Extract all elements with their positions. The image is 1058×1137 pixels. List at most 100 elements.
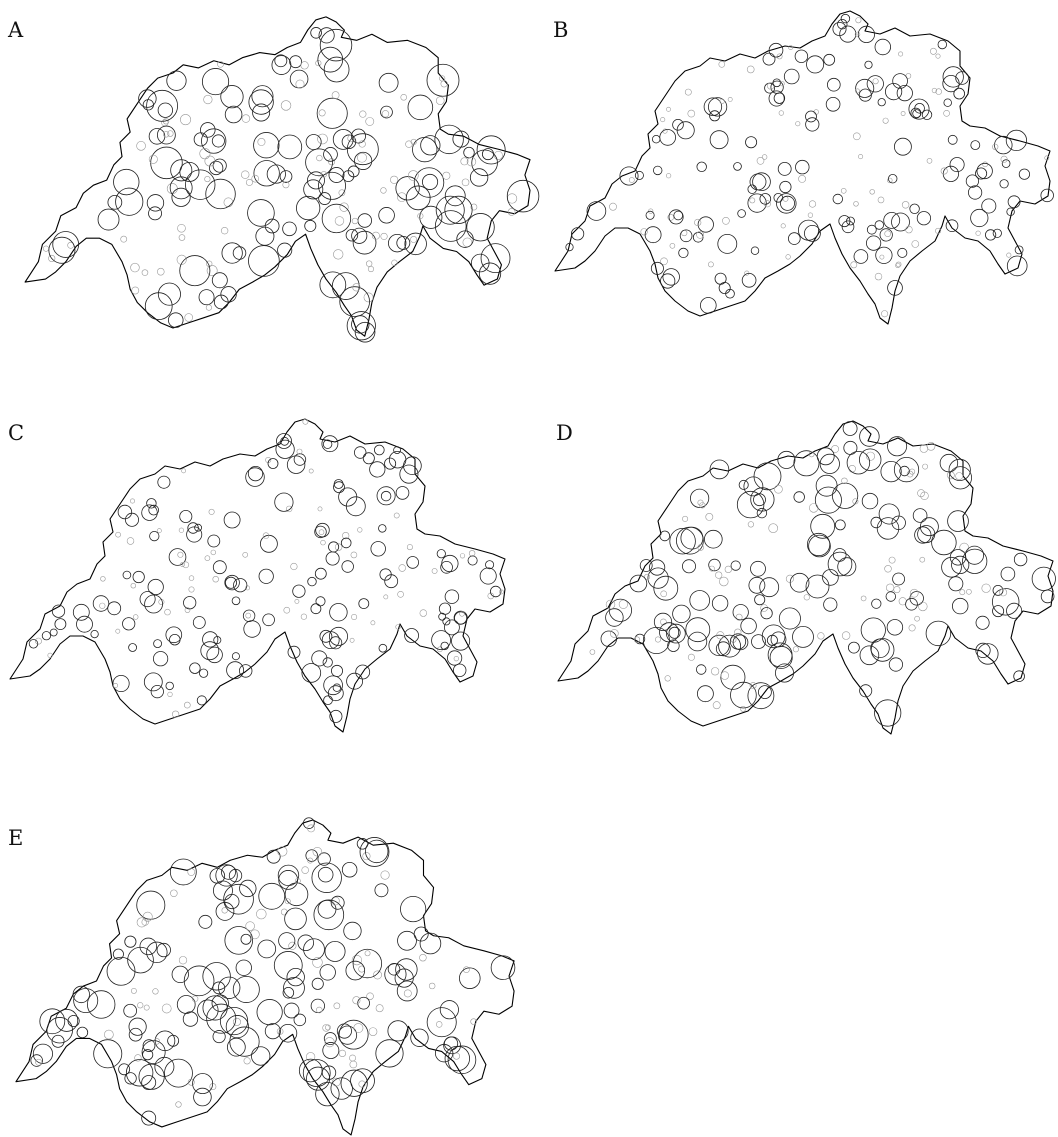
site-circle xyxy=(296,448,303,455)
site-circle xyxy=(224,576,237,589)
site-circle xyxy=(46,1017,73,1044)
site-circle xyxy=(805,574,830,599)
site-circle xyxy=(948,576,964,592)
site-circle xyxy=(329,636,343,650)
site-circle xyxy=(167,130,174,137)
site-circle xyxy=(200,641,220,661)
site-circle xyxy=(840,188,847,194)
site-circle xyxy=(383,594,389,600)
site-circle xyxy=(756,157,765,165)
site-circle xyxy=(184,701,191,709)
site-circle xyxy=(732,604,749,621)
site-circle xyxy=(480,243,511,274)
site-circle xyxy=(283,977,305,999)
site-circle xyxy=(141,504,158,521)
site-circle xyxy=(459,553,466,559)
site-circle xyxy=(358,1080,366,1088)
site-circle xyxy=(883,211,901,229)
site-circle xyxy=(1005,129,1027,151)
site-circle xyxy=(779,81,785,87)
site-circle xyxy=(774,484,783,494)
site-circle xyxy=(1000,566,1016,582)
site-circle xyxy=(362,852,371,861)
site-circle xyxy=(805,117,820,132)
site-circle xyxy=(380,105,393,119)
site-circle xyxy=(947,510,969,532)
site-circle xyxy=(167,691,173,698)
site-circle xyxy=(687,109,696,118)
site-circle xyxy=(245,178,253,186)
site-circle xyxy=(275,439,295,459)
site-circle xyxy=(180,114,192,126)
site-circle xyxy=(228,868,243,883)
site-circle xyxy=(317,133,328,145)
site-circle xyxy=(342,531,350,540)
site-circle xyxy=(290,562,298,571)
site-circle xyxy=(774,663,794,683)
site-circle xyxy=(334,543,343,551)
site-circle xyxy=(708,634,730,656)
site-circle xyxy=(406,556,420,569)
site-circle xyxy=(152,988,159,995)
site-circle xyxy=(196,999,219,1022)
site-circle xyxy=(684,88,692,96)
site-circle xyxy=(266,164,286,184)
site-circle xyxy=(338,487,358,507)
site-circle xyxy=(148,128,166,145)
site-circle xyxy=(466,213,495,242)
site-circle xyxy=(357,527,363,533)
site-circle xyxy=(188,586,195,593)
site-circle xyxy=(668,209,684,225)
site-circle xyxy=(223,197,234,208)
site-circle xyxy=(872,78,879,85)
site-circle xyxy=(807,532,831,557)
site-circle xyxy=(209,868,226,884)
panel-e: E xyxy=(0,810,530,1137)
site-circle xyxy=(250,929,260,940)
site-circle xyxy=(325,551,340,566)
site-circle xyxy=(99,602,106,609)
site-circle xyxy=(779,180,792,194)
site-circle xyxy=(182,561,190,569)
site-circle xyxy=(387,1020,409,1042)
site-circle xyxy=(184,607,191,613)
site-circle xyxy=(346,672,364,690)
site-circle xyxy=(669,527,696,555)
site-circle xyxy=(318,192,332,205)
site-circle xyxy=(410,235,418,243)
site-circle xyxy=(375,1039,404,1068)
site-circle xyxy=(183,596,197,610)
site-circle xyxy=(814,486,842,514)
site-circle xyxy=(367,265,375,273)
country-outline xyxy=(24,16,531,337)
site-circle xyxy=(311,977,324,990)
site-circle xyxy=(241,114,251,123)
site-circle xyxy=(976,162,993,180)
site-circle xyxy=(825,97,841,112)
site-circle xyxy=(696,230,704,239)
site-circle xyxy=(395,624,401,630)
site-circle xyxy=(653,612,673,631)
site-circle xyxy=(874,272,883,281)
site-circle xyxy=(225,1015,249,1039)
site-circle xyxy=(917,489,925,498)
site-circle xyxy=(76,615,93,633)
site-circle xyxy=(136,141,146,151)
site-circle xyxy=(888,173,898,184)
site-circle xyxy=(795,121,801,127)
site-circle xyxy=(841,631,851,640)
site-circle xyxy=(860,595,867,602)
site-circle xyxy=(199,148,211,160)
site-circle xyxy=(696,161,707,173)
site-circle xyxy=(229,1026,260,1057)
site-circle xyxy=(316,154,323,162)
site-circle xyxy=(651,134,661,144)
map-d xyxy=(557,420,1056,735)
site-circle xyxy=(181,468,186,474)
country-outline xyxy=(554,10,1051,325)
site-circle xyxy=(840,13,851,24)
site-circle xyxy=(318,109,326,117)
site-circle xyxy=(865,451,875,461)
site-circle xyxy=(859,426,880,447)
site-circle xyxy=(154,1030,176,1052)
